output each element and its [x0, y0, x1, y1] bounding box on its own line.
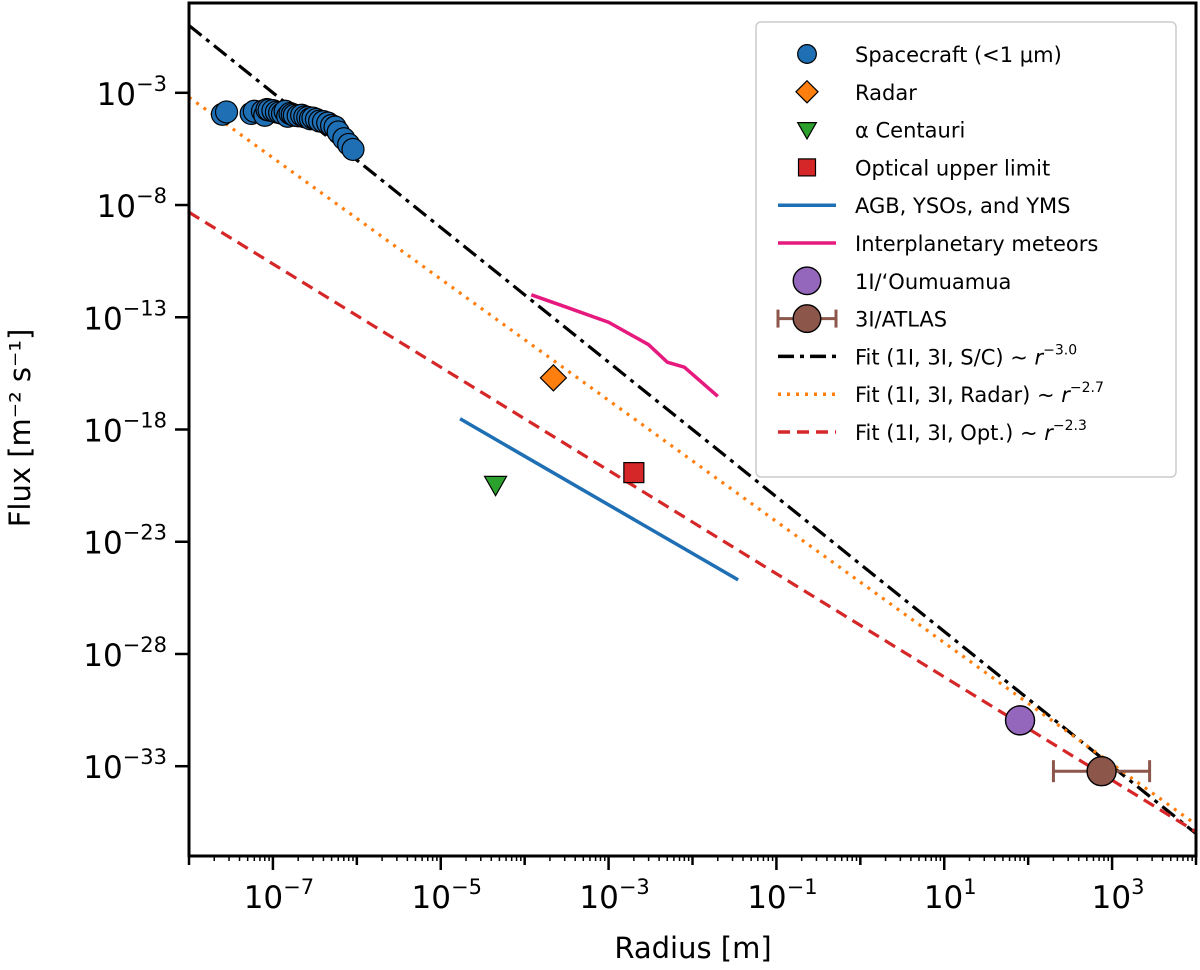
legend-entry: 3I/ATLAS	[776, 304, 947, 334]
legend-label: 1I/‘Oumuamua	[855, 270, 1011, 294]
data-point	[341, 137, 365, 162]
x-tick-label: 10−5	[412, 875, 482, 916]
legend-entry: α Centauri	[796, 119, 965, 143]
legend-label: Fit (1I, 3I, S/C) ∼ r−3.0	[855, 342, 1077, 369]
legend-label: 3I/ATLAS	[855, 308, 947, 332]
fit-line-9	[189, 95, 1196, 826]
y-tick-label: 10−33	[83, 745, 167, 786]
legend-label: Fit (1I, 3I, Radar) ∼ r−2.7	[855, 380, 1104, 407]
legend-entry: Interplanetary meteors	[778, 232, 1098, 256]
fit-line-10	[189, 210, 1196, 834]
axes: 10−7 10−5 10−3 10−1 101 103 10−3 10−8 10−13 10−18…	[83, 1, 1198, 916]
y-tick-label: 10−28	[83, 633, 167, 674]
legend-label: Spacecraft (<1 μm)	[855, 43, 1062, 67]
data-point	[539, 363, 568, 392]
legend-label: AGB, YSOs, and YMS	[855, 194, 1070, 218]
legend-marker	[796, 121, 818, 141]
legend-label: Interplanetary meteors	[855, 232, 1098, 256]
y-tick-label: 10−23	[83, 521, 167, 562]
y-tick-label: 10−18	[83, 409, 167, 450]
legend-label: α Centauri	[855, 119, 965, 143]
legend-entry: AGB, YSOs, and YMS	[778, 194, 1070, 218]
legend-label: Radar	[855, 81, 917, 105]
data-point	[214, 100, 239, 124]
data-point	[483, 475, 508, 497]
legend-entry: 1I/‘Oumuamua	[792, 266, 1011, 296]
legend-entry: Fit (1I, 3I, Opt.) ∼ r−2.3	[778, 418, 1087, 445]
legend-marker	[797, 158, 817, 177]
legend-entry: Fit (1I, 3I, Radar) ∼ r−2.7	[778, 380, 1104, 407]
x-tick-label: 101	[924, 875, 977, 916]
legend-entry: Optical upper limit	[797, 156, 1050, 180]
x-tick-label: 10−3	[579, 875, 649, 916]
series-line-5	[530, 293, 719, 398]
x-tick-label: 103	[1092, 875, 1145, 916]
legend-box	[755, 21, 1177, 478]
legend-marker	[795, 79, 819, 104]
series-line-4	[459, 417, 740, 582]
x-tick-label: 10−7	[244, 875, 314, 916]
legend: Spacecraft (<1 μm) Radar α Centauri Optical…	[755, 21, 1177, 478]
data-point	[1004, 705, 1036, 736]
x-tick-label: 10−1	[747, 875, 817, 916]
plot-area	[189, 24, 1196, 835]
plot-marks	[189, 24, 1196, 835]
legend-label: Fit (1I, 3I, Opt.) ∼ r−2.3	[855, 418, 1087, 445]
legend-marker	[792, 266, 822, 296]
y-tick-label: 10−3	[97, 72, 167, 113]
legend-entry: Fit (1I, 3I, S/C) ∼ r−3.0	[778, 342, 1077, 369]
y-tick-label: 10−13	[83, 296, 167, 337]
legend-marker	[797, 44, 817, 64]
legend-entry: Spacecraft (<1 μm)	[797, 43, 1062, 67]
data-point	[1086, 755, 1117, 787]
legend-marker	[792, 304, 822, 334]
data-point	[623, 462, 645, 484]
x-axis-label: Radius [m]	[614, 931, 771, 965]
legend-entry: Radar	[795, 79, 917, 105]
legend-label: Optical upper limit	[855, 156, 1050, 180]
y-tick-label: 10−8	[97, 184, 167, 225]
y-axis-label: Flux [m⁻² s⁻¹]	[3, 329, 37, 528]
